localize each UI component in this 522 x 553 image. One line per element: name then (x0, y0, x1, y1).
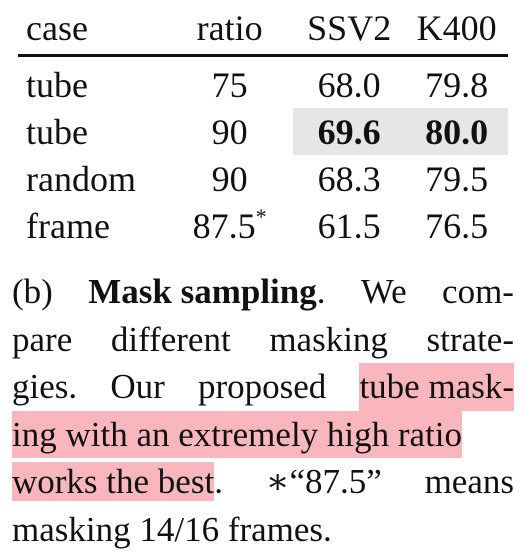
cell-ssv2: 61.5 (317, 205, 381, 246)
table-row: tube 75 68.0 79.8 (18, 56, 508, 109)
caption-word: masking 14/16 frames. (12, 509, 332, 549)
ratio-value: 75 (211, 64, 248, 105)
caption-word: ∗“87.5” (265, 462, 382, 501)
cell-ssv2-best: 69.6 (293, 108, 406, 155)
caption-word: different (110, 319, 231, 359)
caption-word: We (360, 272, 407, 311)
caption-word: Mask sampling. (88, 268, 325, 316)
cell-ratio: 87.5* (166, 202, 293, 249)
caption-highlight: tube mask- (359, 363, 514, 411)
caption-word: (b) (12, 268, 53, 316)
caption-period: . (214, 462, 223, 501)
mask-sampling-table: case ratio SSV2 K400 tube 75 68.0 79.8 t… (18, 2, 508, 249)
cell-case: tube (26, 111, 88, 152)
caption-line: pare different masking strate- (12, 316, 514, 364)
caption-word: Our (110, 367, 165, 406)
ratio-value: 90 (211, 158, 248, 199)
table-header-row: case ratio SSV2 K400 (18, 2, 508, 57)
ratio-footnote-mark: * (255, 203, 267, 229)
cell-ssv2: 68.3 (317, 158, 381, 199)
cell-k400: 79.8 (425, 64, 489, 105)
header-case: case (18, 2, 167, 57)
header-ratio: ratio (166, 2, 294, 57)
cell-ratio: 75 (166, 56, 293, 109)
cell-k400: 76.5 (425, 205, 489, 246)
header-ssv2: SSV2 (293, 2, 406, 57)
cell-ssv2: 68.0 (317, 64, 381, 105)
caption-word: com- (442, 272, 514, 311)
caption-highlight: ing with an extremely high ratio (12, 410, 463, 458)
cell-ratio: 90 (166, 155, 293, 202)
caption-line: ing with an extremely high ratio (12, 410, 514, 458)
table-caption: (b) Mask sampling. We com- pare differen… (12, 268, 514, 553)
caption-word: gies. (12, 367, 78, 406)
header-k400: K400 (405, 2, 508, 57)
caption-word: means (424, 462, 514, 501)
cell-case: tube (26, 64, 88, 105)
ratio-value: 90 (211, 111, 248, 152)
caption-highlight: works the best (12, 462, 215, 501)
caption-line: works the best. ∗“87.5” means (12, 458, 514, 506)
caption-line: gies. Our proposed tube mask- (12, 363, 514, 411)
cell-k400: 79.5 (425, 158, 489, 199)
caption-title: Mask sampling (88, 272, 317, 311)
table-row: random 90 68.3 79.5 (18, 155, 508, 202)
caption-word: masking (269, 319, 388, 359)
cell-ratio: 90 (166, 108, 293, 155)
cell-case: random (26, 158, 136, 199)
cell-k400-best: 80.0 (405, 108, 508, 155)
table-row: frame 87.5* 61.5 76.5 (18, 202, 508, 249)
caption-line: (b) Mask sampling. We com- (12, 268, 514, 316)
ratio-value: 87.5 (192, 205, 256, 246)
caption-word: strate- (426, 319, 514, 359)
caption-label: (b) (12, 272, 53, 311)
caption-word: pare (12, 319, 73, 359)
caption-word: works the best. (12, 458, 223, 506)
cell-case: frame (26, 205, 110, 246)
results-table-container: case ratio SSV2 K400 tube 75 68.0 79.8 t… (18, 2, 508, 249)
table-row: tube 90 69.6 80.0 (18, 108, 508, 155)
caption-title-period: . (316, 272, 326, 311)
caption-line: masking 14/16 frames. (12, 506, 514, 553)
caption-word: proposed (197, 367, 327, 406)
